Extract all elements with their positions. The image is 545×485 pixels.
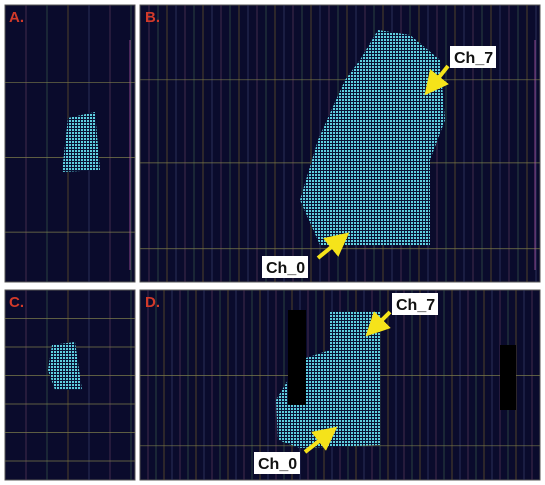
annotation: Ch_0 [258,456,297,473]
panel-label: A. [9,9,24,26]
annotation: Ch_0 [266,260,305,277]
blocked-region [500,345,516,410]
panel-label: D. [145,294,160,311]
figure: A. B. C. D. Ch_7 Ch_0 Ch_7 Ch_0 [0,0,545,485]
annotation: Ch_7 [396,297,435,314]
cluster-a [62,112,100,172]
panel-label: C. [9,294,24,311]
page: A. B. C. D. Ch_7 Ch_0 Ch_7 Ch_0 (() => {… [0,0,545,485]
blocked-region [288,310,306,405]
panel-label: B. [145,9,160,26]
annotation: Ch_7 [454,50,493,67]
